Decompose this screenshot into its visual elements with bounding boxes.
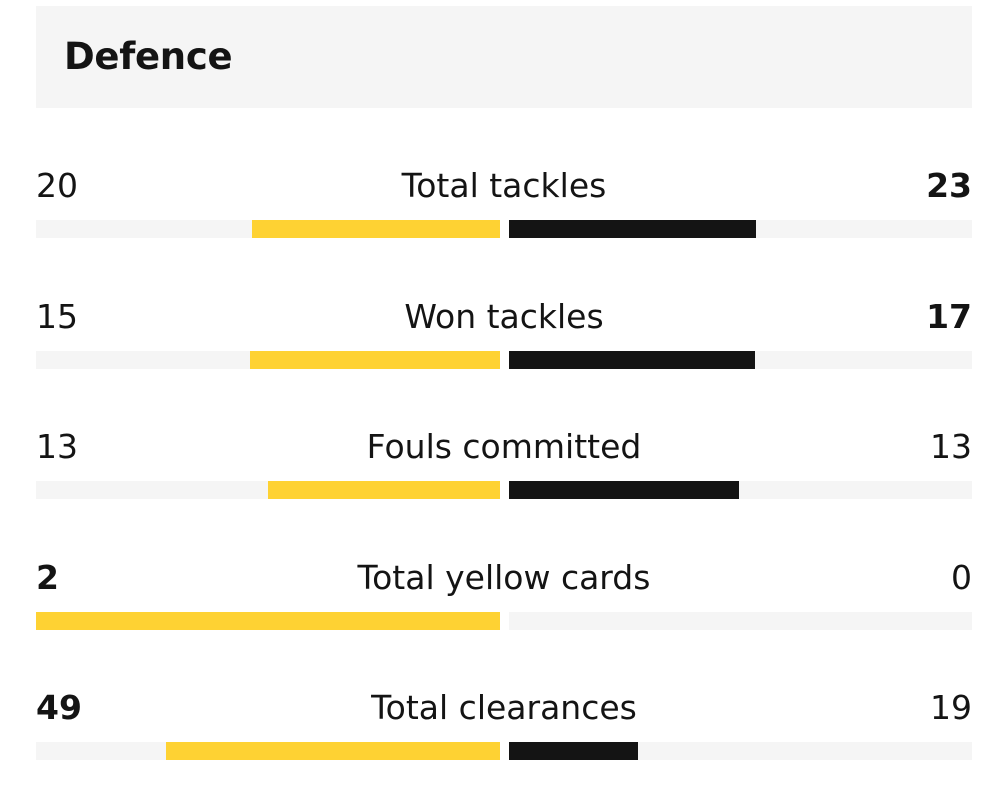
home-bar-fill <box>250 351 500 369</box>
home-bar-fill <box>268 481 500 499</box>
section-title: Defence <box>64 35 233 78</box>
away-value: 0 <box>951 558 972 597</box>
away-bar-track <box>509 742 972 760</box>
stat-label: Total tackles <box>401 166 607 205</box>
stat-row-fouls-committed: 13 Fouls committed 13 <box>36 427 972 507</box>
away-bar-fill <box>509 742 638 760</box>
away-bar-fill <box>509 351 755 369</box>
home-bar-fill <box>166 742 500 760</box>
stat-row-total-tackles: 20 Total tackles 23 <box>36 166 972 246</box>
stat-row-won-tackles: 15 Won tackles 17 <box>36 297 972 377</box>
stat-label: Total clearances <box>371 688 637 727</box>
home-bar-track <box>36 481 500 499</box>
stat-label: Total yellow cards <box>357 558 651 597</box>
home-value: 2 <box>36 558 59 597</box>
stat-row-total-clearances: 49 Total clearances 19 <box>36 688 972 768</box>
stat-row-total-yellow-cards: 2 Total yellow cards 0 <box>36 558 972 638</box>
away-value: 23 <box>926 166 972 205</box>
home-bar-track <box>36 351 500 369</box>
home-bar-track <box>36 742 500 760</box>
away-bar-track <box>509 351 972 369</box>
home-value: 20 <box>36 166 78 205</box>
home-value: 13 <box>36 427 78 466</box>
home-value: 15 <box>36 297 78 336</box>
away-bar-fill <box>509 220 756 238</box>
home-bar-track <box>36 220 500 238</box>
away-bar-fill <box>509 481 739 499</box>
away-value: 17 <box>926 297 972 336</box>
home-bar-fill <box>252 220 500 238</box>
home-bar-fill <box>36 612 500 630</box>
away-bar-track <box>509 612 972 630</box>
section-header: Defence <box>36 6 972 108</box>
stat-label: Won tackles <box>404 297 604 336</box>
away-value: 13 <box>930 427 972 466</box>
away-bar-track <box>509 481 972 499</box>
away-bar-track <box>509 220 972 238</box>
home-bar-track <box>36 612 500 630</box>
home-value: 49 <box>36 688 82 727</box>
stat-label: Fouls committed <box>366 427 642 466</box>
away-value: 19 <box>930 688 972 727</box>
